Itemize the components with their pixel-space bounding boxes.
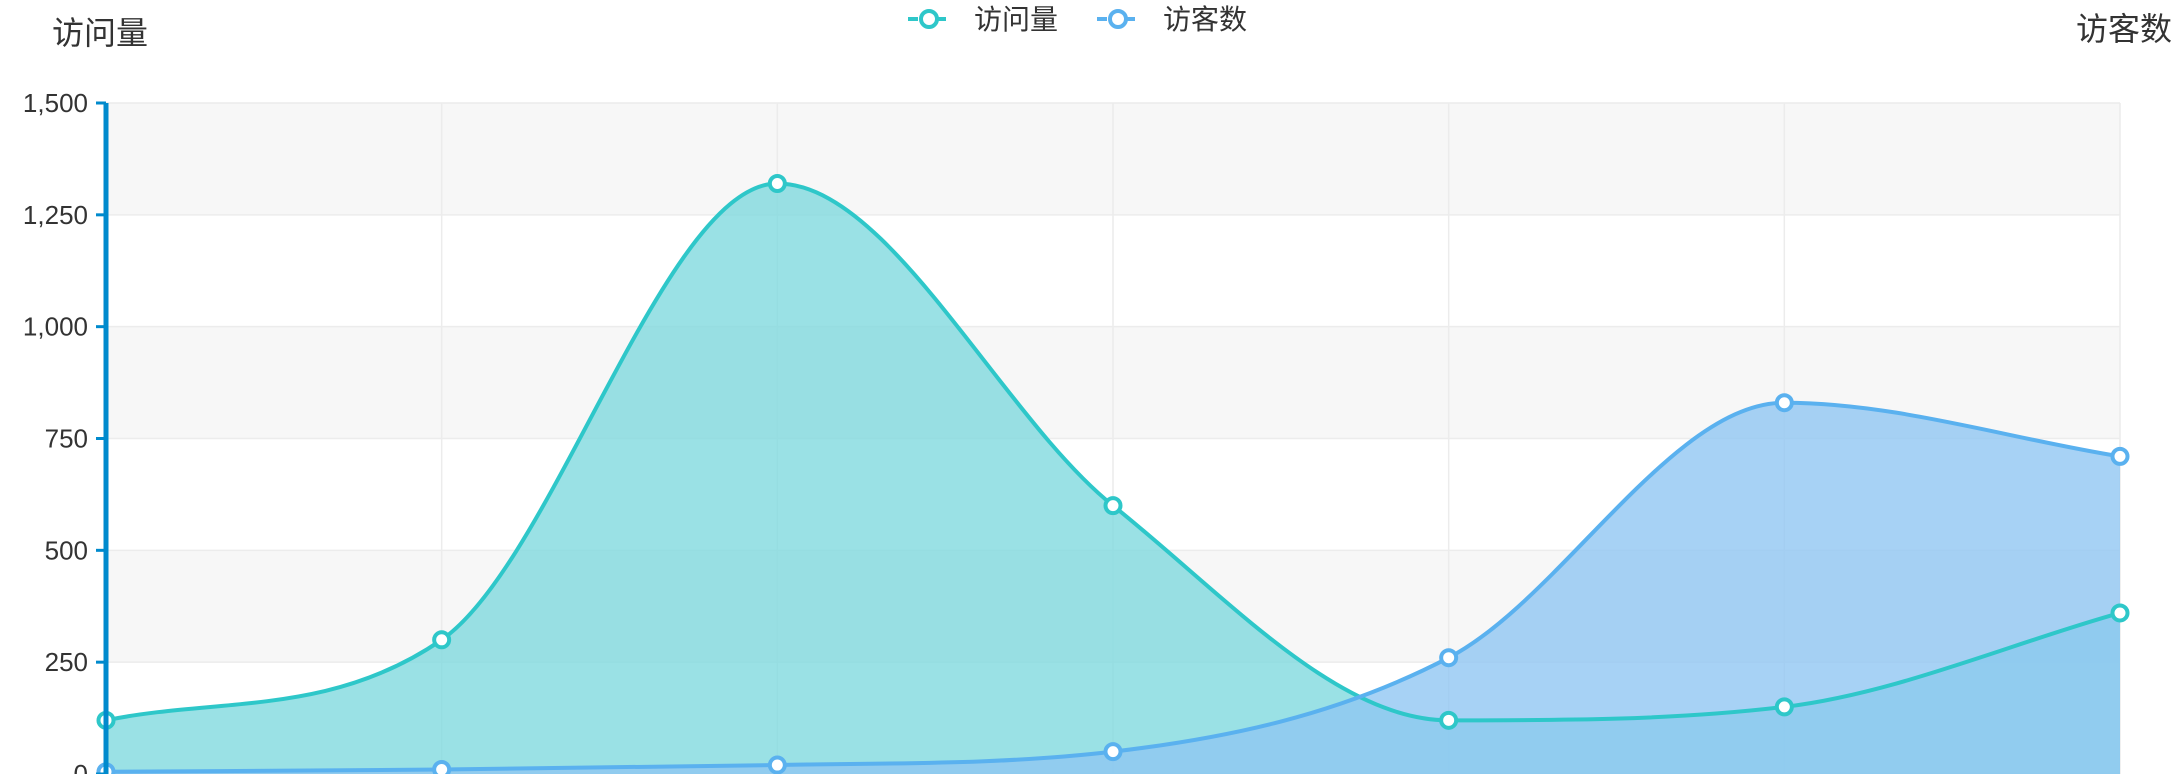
- data-point-1-2[interactable]: [767, 755, 787, 774]
- y-tick-label: 1,500: [23, 88, 88, 118]
- legend-label-visits: 访问量: [974, 3, 1058, 36]
- y-axis: [96, 101, 109, 774]
- data-point-1-1[interactable]: [432, 760, 452, 774]
- y-tick-label: 0: [74, 759, 88, 774]
- series-areas: [106, 183, 2120, 774]
- data-point-1-5[interactable]: [1774, 393, 1794, 413]
- data-point-0-2[interactable]: [767, 174, 787, 194]
- series-area-1: [106, 402, 2120, 774]
- data-point-1-3[interactable]: [1103, 742, 1123, 762]
- legend-item-visits[interactable]: 访问量: [908, 3, 1058, 36]
- y-tick-label: 750: [45, 424, 88, 454]
- series-points: [96, 174, 2130, 774]
- data-point-0-4[interactable]: [1439, 710, 1459, 730]
- data-point-0-6[interactable]: [2110, 603, 2130, 623]
- y-tick-label: 500: [45, 535, 88, 565]
- y-left-axis-name: 访问量: [52, 14, 148, 52]
- legend-label-visitors: 访客数: [1163, 3, 1247, 36]
- legend-marker-visits: [919, 9, 939, 29]
- data-point-1-4[interactable]: [1439, 648, 1459, 668]
- data-point-0-3[interactable]: [1103, 496, 1123, 516]
- data-point-0-1[interactable]: [432, 630, 452, 650]
- legend[interactable]: 访问量 访客数: [908, 3, 1247, 36]
- legend-item-visitors[interactable]: 访客数: [1097, 3, 1247, 36]
- y-right-axis-name: 访客数: [2076, 10, 2172, 48]
- data-point-0-5[interactable]: [1774, 697, 1794, 717]
- y-tick-label: 250: [45, 647, 88, 677]
- y-tick-label: 1,250: [23, 200, 88, 230]
- data-point-1-6[interactable]: [2110, 446, 2130, 466]
- legend-marker-visitors: [1108, 9, 1128, 29]
- series-area-0: [106, 183, 2120, 774]
- y-tick-label: 1,000: [23, 312, 88, 342]
- y-tick-labels: 0 250 500 750 1,000 1,250 1,500: [23, 88, 88, 774]
